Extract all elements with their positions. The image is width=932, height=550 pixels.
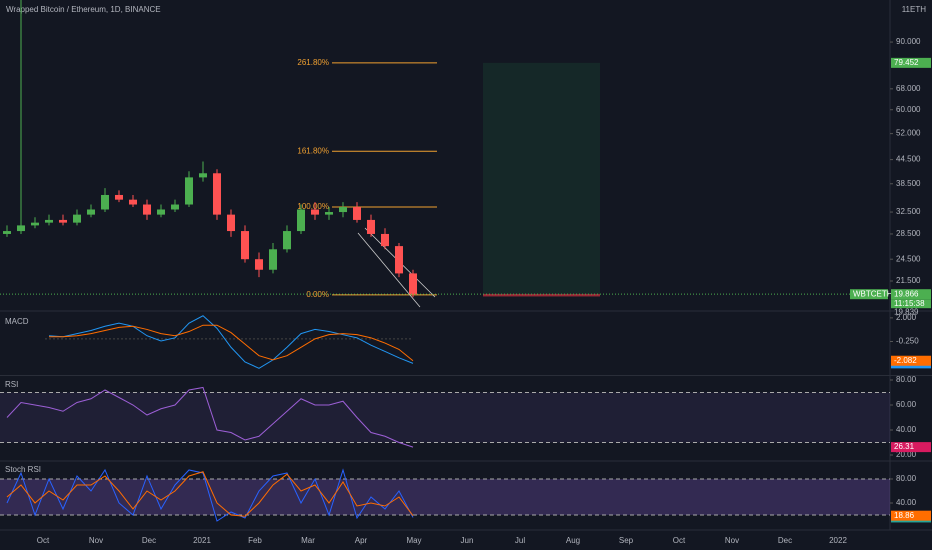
price-tag-label: -2.082 (894, 356, 917, 365)
rsi-band (0, 392, 890, 443)
price-tag (891, 355, 931, 366)
pane-label: Stoch RSI (5, 465, 41, 474)
candle-body (115, 194, 123, 200)
x-tick-label: Oct (673, 536, 686, 545)
chart-title: Wrapped Bitcoin / Ethereum, 1D, BINANCE (6, 5, 161, 14)
x-tick-label: 2021 (193, 536, 211, 545)
candle-body (283, 231, 291, 250)
x-tick-label: 2022 (829, 536, 847, 545)
x-tick-label: Feb (248, 536, 262, 545)
price-tag (891, 510, 931, 521)
x-tick-label: Dec (142, 536, 156, 545)
price-tag-label: 19.866 (894, 289, 919, 298)
candle-body (185, 177, 193, 205)
target-zone (483, 62, 600, 294)
currency-label: 11ETH (902, 5, 927, 14)
candle-body (409, 273, 417, 295)
x-tick-label: Nov (89, 536, 103, 545)
candle-body (269, 249, 277, 270)
y-tick-label: -0.250 (896, 337, 919, 346)
y-tick-label: 38.500 (896, 179, 921, 188)
fib-label: 161.80% (297, 146, 329, 155)
candle-body (45, 219, 53, 223)
x-tick-label: May (406, 536, 421, 545)
y-tick-label: 90.000 (896, 37, 921, 46)
candle-body (101, 194, 109, 210)
candle-body (213, 173, 221, 215)
candle-body (3, 231, 11, 234)
candle-body (297, 209, 305, 232)
candle-body (59, 219, 67, 223)
fib-label: 0.00% (306, 290, 329, 299)
candle-body (241, 231, 249, 260)
price-tag-label: 18.86 (894, 511, 915, 520)
y-tick-label: 80.00 (896, 474, 917, 483)
x-tick-label: Apr (355, 536, 368, 545)
y-tick-label: 60.000 (896, 105, 921, 114)
fib-label: 100.00% (297, 202, 329, 211)
candle-body (353, 206, 361, 220)
fib-label: 261.80% (297, 58, 329, 67)
macd-line (49, 324, 414, 362)
candle-body (129, 199, 137, 205)
y-tick-label: 24.500 (896, 254, 921, 263)
y-tick-label: 32.500 (896, 207, 921, 216)
pane-label: RSI (5, 380, 18, 389)
y-tick-label: 21.500 (896, 276, 921, 285)
y-tick-label: 52.000 (896, 129, 921, 138)
y-tick-label: 20.00 (896, 450, 917, 459)
candle-body (255, 259, 263, 270)
x-tick-label: Oct (37, 536, 50, 545)
candle-body (143, 204, 151, 215)
stop-zone (483, 293, 600, 297)
candle-body (339, 206, 347, 213)
price-tag-label: 26.31 (894, 442, 915, 451)
x-tick-label: Dec (778, 536, 792, 545)
x-tick-label: Aug (566, 536, 580, 545)
y-tick-label: 40.00 (896, 425, 917, 434)
x-tick-label: Sep (619, 536, 634, 545)
x-tick-label: Mar (301, 536, 315, 545)
candle-body (31, 222, 39, 226)
price-tag (891, 289, 931, 300)
rsi-line (6, 386, 414, 448)
candle-body (311, 209, 319, 215)
candle-body (227, 214, 235, 232)
y-tick-label: 60.00 (896, 400, 917, 409)
price-tag (891, 442, 931, 453)
candle-body (157, 209, 165, 215)
candle-body (17, 225, 25, 232)
x-tick-label: Jul (515, 536, 525, 545)
countdown-tag (891, 299, 931, 309)
macd-line (48, 315, 414, 369)
y-tick-label: 44.500 (896, 155, 921, 164)
y-tick-label: 80.00 (896, 375, 917, 384)
y-tick-label: 40.00 (896, 498, 917, 507)
candle-body (325, 212, 333, 215)
price-tag (891, 57, 931, 68)
symbol-tag (850, 289, 888, 300)
x-tick-label: Nov (725, 536, 739, 545)
candle-body (381, 233, 389, 247)
countdown-label: 11:15:38 (894, 299, 925, 308)
candle-body (199, 173, 207, 178)
y-tick-label: 68.000 (896, 84, 921, 93)
stoch-band (0, 478, 890, 515)
stoch-line (6, 468, 414, 522)
candle-body (395, 246, 403, 274)
candle-body (171, 204, 179, 210)
candle-body (367, 219, 375, 234)
y-tick-label: 28.500 (896, 229, 921, 238)
candle-body (73, 214, 81, 223)
price-tag-label: 79.452 (894, 58, 919, 67)
hidden-price: 19.839 (894, 307, 919, 316)
candle-body (87, 209, 95, 215)
x-tick-label: Jun (461, 536, 474, 545)
y-tick-label: 2.000 (896, 313, 917, 322)
pane-label: MACD (5, 317, 29, 326)
symbol-label: WBTCETH (853, 289, 893, 298)
stoch-line (6, 471, 414, 517)
